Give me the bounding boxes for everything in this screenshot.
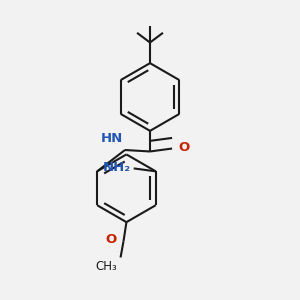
- Text: O: O: [105, 233, 116, 246]
- Text: O: O: [178, 141, 190, 154]
- Text: NH₂: NH₂: [103, 161, 131, 174]
- Text: HN: HN: [101, 132, 124, 145]
- Text: CH₃: CH₃: [96, 260, 118, 273]
